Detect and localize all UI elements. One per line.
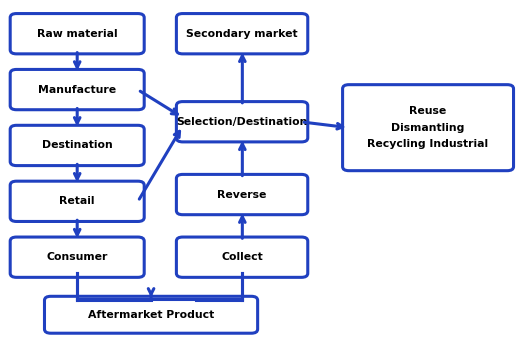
- Text: Reverse: Reverse: [217, 189, 267, 200]
- Text: Collect: Collect: [221, 252, 263, 262]
- Text: Destination: Destination: [42, 140, 113, 151]
- FancyBboxPatch shape: [10, 125, 144, 166]
- FancyBboxPatch shape: [343, 85, 514, 171]
- FancyBboxPatch shape: [10, 237, 144, 277]
- Text: Retail: Retail: [59, 196, 95, 206]
- FancyBboxPatch shape: [176, 14, 308, 54]
- Text: Aftermarket Product: Aftermarket Product: [88, 310, 214, 320]
- Text: Raw material: Raw material: [37, 29, 117, 39]
- Text: Consumer: Consumer: [47, 252, 108, 262]
- Text: Secondary market: Secondary market: [186, 29, 298, 39]
- FancyBboxPatch shape: [176, 237, 308, 277]
- Text: Manufacture: Manufacture: [38, 85, 116, 95]
- FancyBboxPatch shape: [10, 69, 144, 110]
- FancyBboxPatch shape: [176, 102, 308, 142]
- FancyBboxPatch shape: [44, 296, 258, 333]
- Text: Selection/Destination: Selection/Destination: [176, 117, 308, 127]
- Text: Reuse
Dismantling
Recycling Industrial: Reuse Dismantling Recycling Industrial: [368, 106, 489, 149]
- FancyBboxPatch shape: [10, 181, 144, 221]
- FancyBboxPatch shape: [10, 14, 144, 54]
- FancyBboxPatch shape: [176, 174, 308, 215]
